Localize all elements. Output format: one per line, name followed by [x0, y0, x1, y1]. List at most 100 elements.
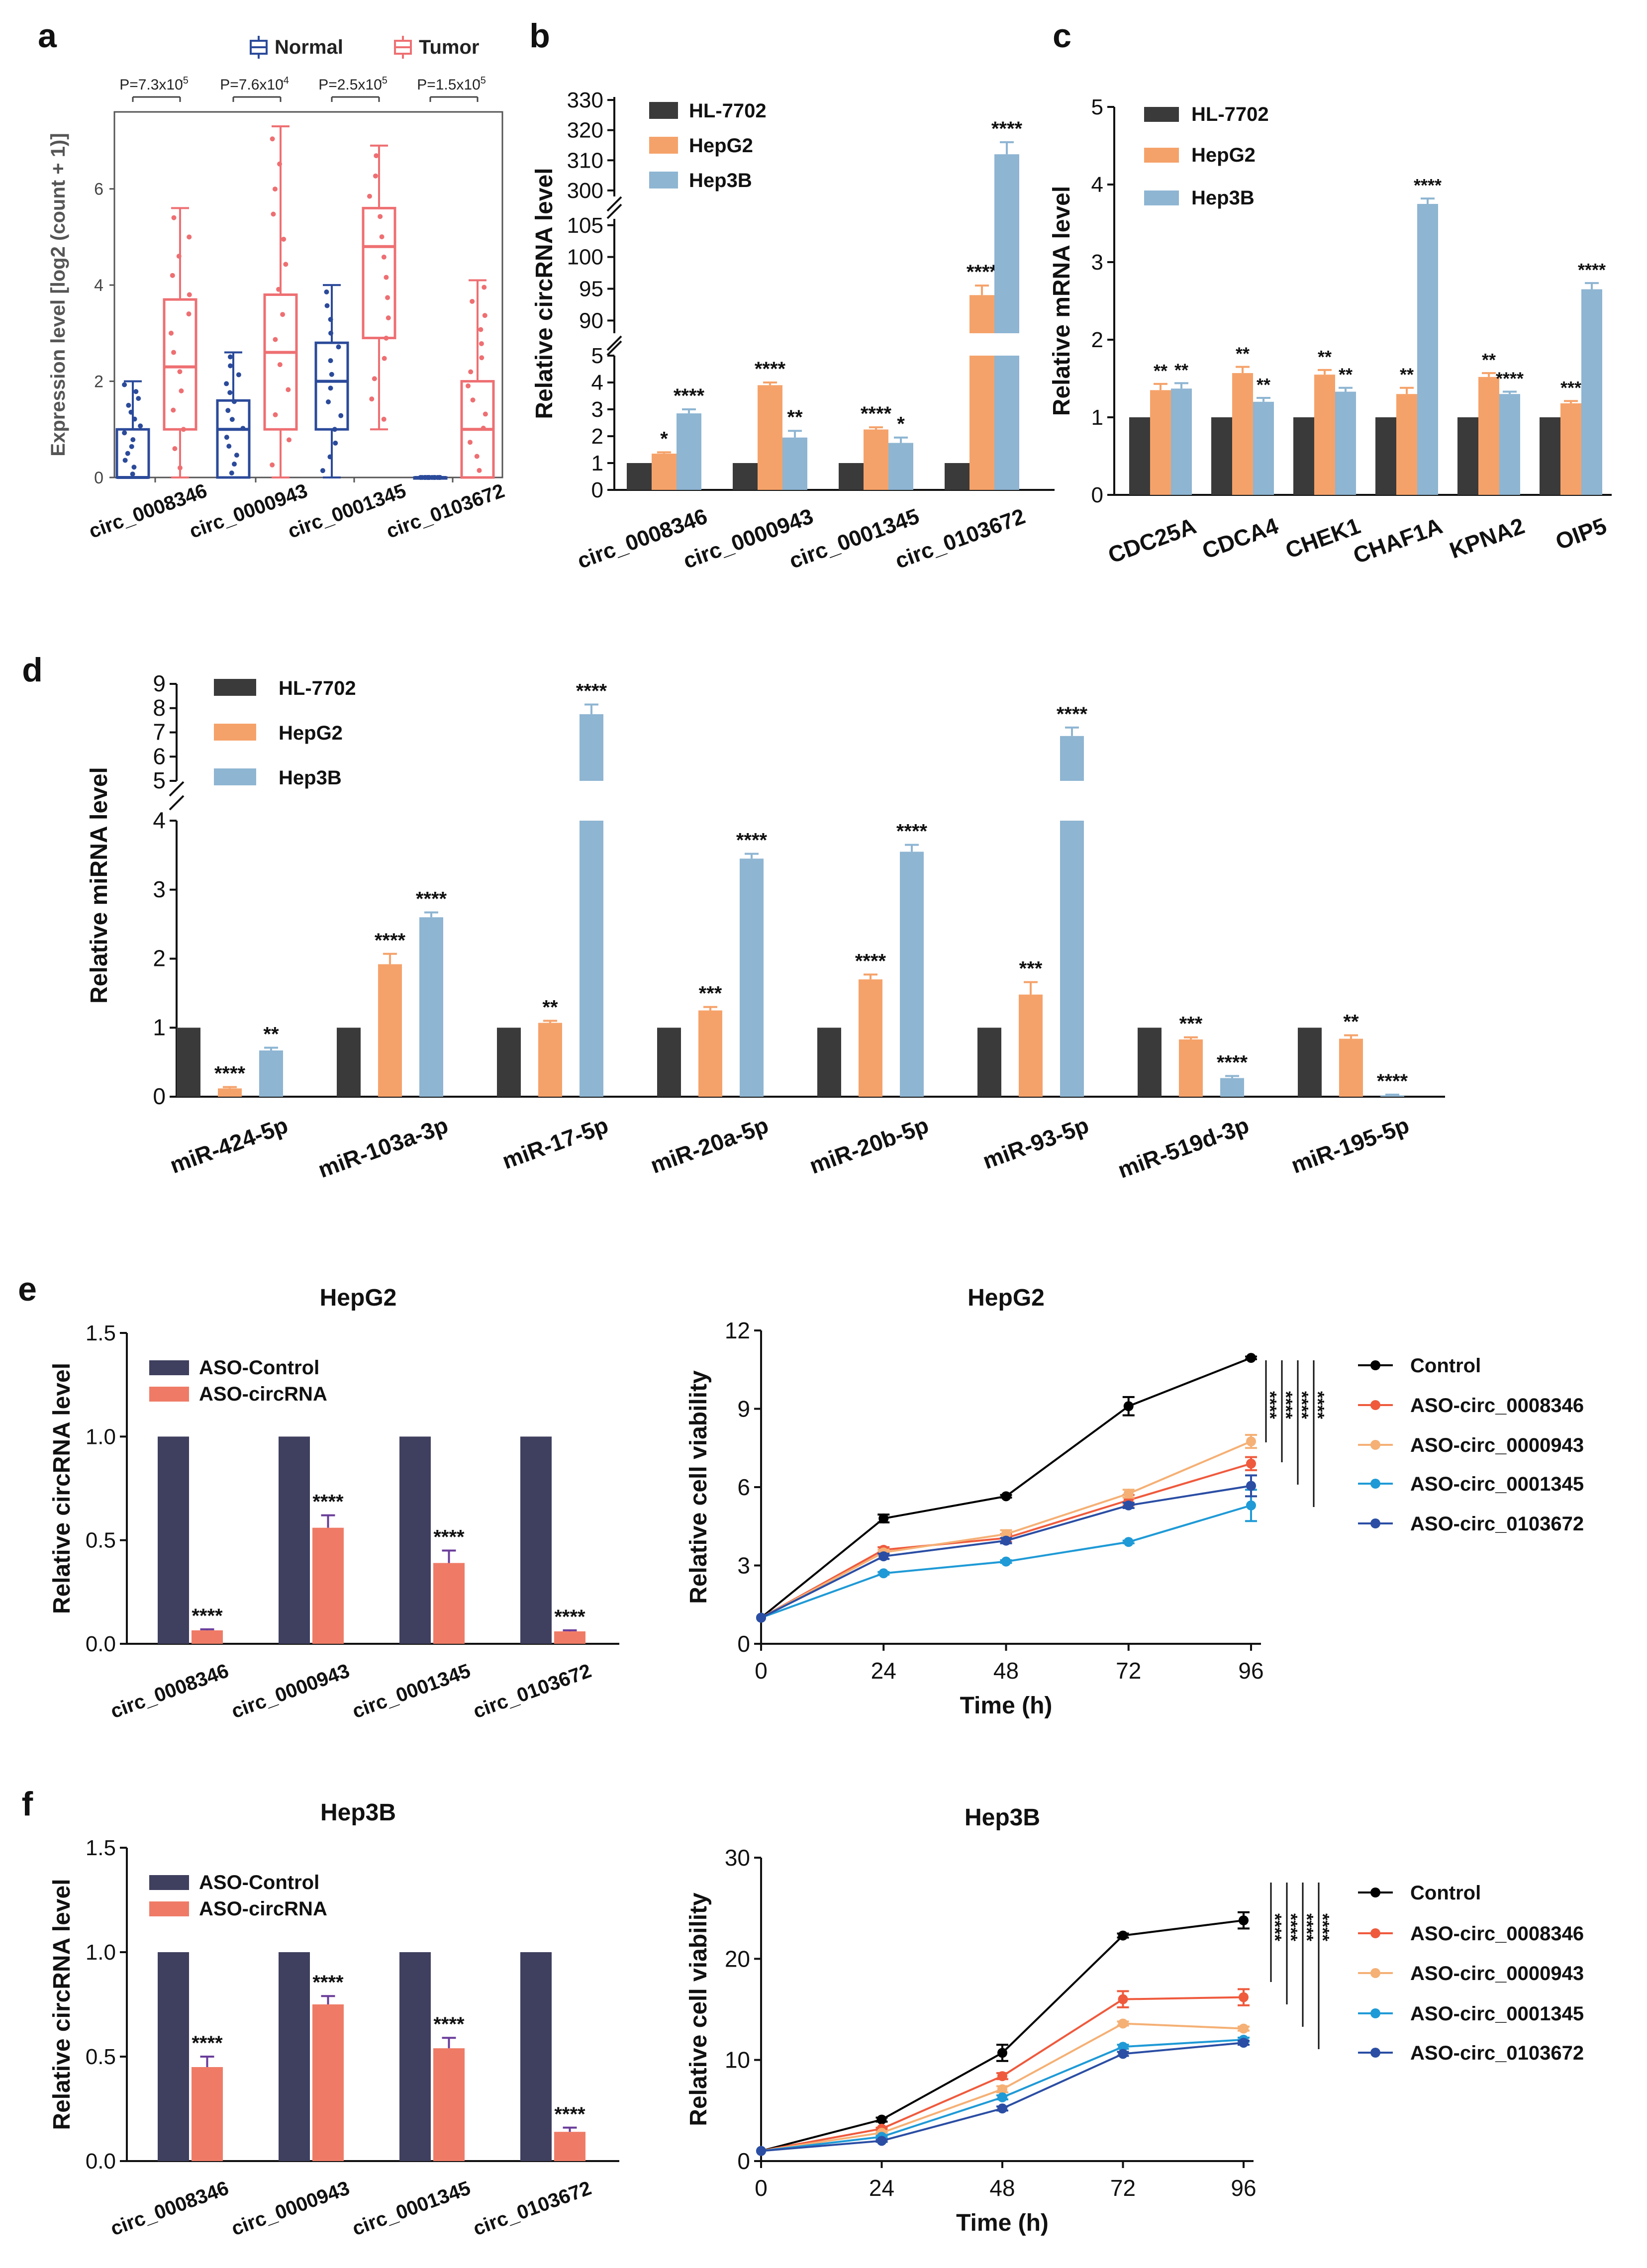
significance-stars: **: [542, 996, 558, 1018]
data-point: [1001, 1491, 1011, 1502]
bar-aso-control: [399, 1952, 431, 2161]
data-point: [997, 2103, 1007, 2114]
bar-hepg2: [859, 979, 882, 1097]
significance-stars: ****: [433, 2013, 465, 2035]
significance-stars: ****: [312, 1491, 344, 1513]
box-point: [122, 430, 127, 436]
bar-hl-7702: [1540, 417, 1560, 495]
line-legend-marker: [1370, 1360, 1380, 1370]
line-y-axis-label: Relative cell viability: [685, 1370, 712, 1604]
significance-stars: ***: [699, 983, 722, 1005]
box-point: [277, 362, 283, 368]
box-tumor: [263, 293, 298, 431]
x-tick-label: CDCA4: [1199, 512, 1282, 564]
aso-legend-label: ASO-circRNA: [199, 1898, 327, 1920]
bar-hl-7702: [177, 1028, 200, 1097]
box-point: [427, 475, 432, 480]
a-pvalue-exponent: -5: [379, 75, 388, 86]
d-ytick-label: 7: [153, 719, 166, 745]
bar-aso-circrna: [433, 2048, 465, 2161]
d-legend-swatch: [214, 768, 256, 785]
bar-hep3b: [1380, 1095, 1404, 1097]
line-ytick-label: 6: [737, 1474, 750, 1500]
x-tick-label: CHEK1: [1282, 513, 1363, 564]
b-legend-label: HL-7702: [689, 100, 767, 122]
data-point: [1118, 2042, 1128, 2052]
bar-hl-7702: [337, 1028, 361, 1097]
b-ytick-label: 300: [567, 179, 603, 203]
x-tick-label: miR-17-5p: [499, 1112, 612, 1174]
box-point: [379, 234, 385, 240]
box-tumor: [362, 206, 396, 340]
box-point: [229, 471, 234, 476]
x-tick-label: CHAF1A: [1350, 513, 1446, 569]
box-point: [232, 462, 237, 467]
line-ytick-label: 3: [737, 1553, 750, 1579]
a-pvalue-label: P=1.5x10: [417, 77, 481, 93]
data-point: [1246, 1436, 1256, 1447]
b-ytick-label: 105: [567, 213, 603, 238]
bar-hep3b: [1220, 1078, 1244, 1097]
bar-aso-control: [158, 1436, 189, 1644]
aso-ytick-label: 1.5: [86, 1836, 116, 1860]
b-ytick-label: 320: [567, 118, 603, 143]
box-point: [477, 468, 482, 473]
bar-panel-title: Hep3B: [320, 1799, 396, 1826]
box-point: [382, 356, 387, 361]
box-point: [225, 408, 231, 413]
significance-stars: ***: [1019, 958, 1043, 980]
bar-hep3b: [782, 437, 807, 490]
box-point: [130, 472, 135, 477]
bar-aso-circrna: [554, 2132, 585, 2161]
data-point: [1118, 1994, 1128, 2004]
a-pvalue-exponent: -5: [477, 75, 486, 86]
box-point: [280, 312, 286, 317]
bar-aso-control: [279, 1952, 310, 2161]
aso-legend-swatch: [149, 1387, 189, 1402]
box-point: [369, 396, 375, 402]
bar-hl-7702: [1129, 417, 1150, 495]
line-legend-label: Control: [1410, 1882, 1481, 1904]
b-ytick-label: 4: [591, 371, 603, 395]
box-point: [277, 161, 283, 167]
panel-label-d: d: [22, 651, 43, 689]
box-point: [169, 330, 174, 336]
line-panel-title: Hep3B: [965, 1804, 1040, 1831]
data-point: [1239, 2038, 1249, 2048]
line-ytick-label: 20: [725, 1946, 750, 1972]
panel-label-e1: e: [18, 1270, 37, 1308]
significance-stars: **: [1174, 360, 1188, 380]
line-legend-label: Control: [1410, 1355, 1481, 1377]
data-point: [1001, 1556, 1011, 1567]
line-legend-marker: [1370, 1479, 1380, 1489]
a-ytick-label: 2: [94, 373, 103, 391]
significance-stars: **: [1482, 350, 1496, 370]
b-y-axis-label: Relative circRNA level: [531, 168, 558, 419]
c-ytick-label: 2: [1091, 328, 1103, 352]
bar-hl-7702: [627, 463, 652, 490]
bar-hepg2: [969, 356, 994, 490]
line-xtick-label: 0: [755, 1658, 768, 1684]
box-point: [479, 341, 484, 346]
box-point: [328, 385, 333, 391]
d-ytick-label: 0: [153, 1083, 166, 1109]
significance-stars: ****: [576, 680, 607, 702]
bar-hepg2: [1019, 994, 1043, 1097]
bar-hep3b: [888, 443, 913, 490]
data-point: [756, 1612, 766, 1623]
d-ytick-label: 6: [153, 743, 166, 769]
bar-aso-control: [279, 1436, 310, 1644]
bar-aso-control: [158, 1952, 189, 2161]
line-ytick-label: 10: [725, 2047, 750, 2073]
x-tick-label: circ_0008346: [107, 2177, 231, 2240]
significance-stars: ****: [1217, 1051, 1248, 1073]
x-tick-label: circ_0103672: [470, 1660, 594, 1723]
significance-stars: ****: [375, 930, 406, 951]
line-xtick-label: 96: [1231, 2175, 1256, 2201]
d-legend-label: HL-7702: [279, 677, 356, 699]
b-ytick-label: 95: [579, 277, 603, 301]
x-tick-label: miR-93-5p: [979, 1112, 1092, 1174]
b-ytick-label: 310: [567, 148, 603, 173]
bar-hep3b: [1417, 204, 1438, 495]
line-legend-marker: [1370, 1440, 1380, 1450]
